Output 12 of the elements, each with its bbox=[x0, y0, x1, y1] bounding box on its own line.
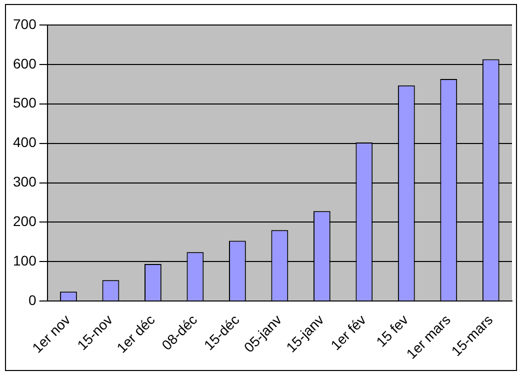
y-tick-label: 0 bbox=[28, 292, 37, 308]
y-tick-label: 200 bbox=[13, 213, 37, 230]
y-tick-label: 600 bbox=[13, 55, 37, 72]
y-tick-label: 400 bbox=[13, 134, 37, 150]
y-tick-label: 300 bbox=[13, 174, 37, 190]
x-tick-label: 1er fév bbox=[327, 312, 370, 354]
y-tick-label: 100 bbox=[13, 252, 37, 268]
x-tick-label: 1er déc bbox=[113, 312, 158, 356]
y-tick-label: 700 bbox=[13, 16, 37, 32]
y-tick-label: 500 bbox=[13, 94, 37, 111]
x-tick-label: 1er nov bbox=[28, 312, 74, 356]
x-tick-label: 15 fev bbox=[372, 312, 412, 350]
